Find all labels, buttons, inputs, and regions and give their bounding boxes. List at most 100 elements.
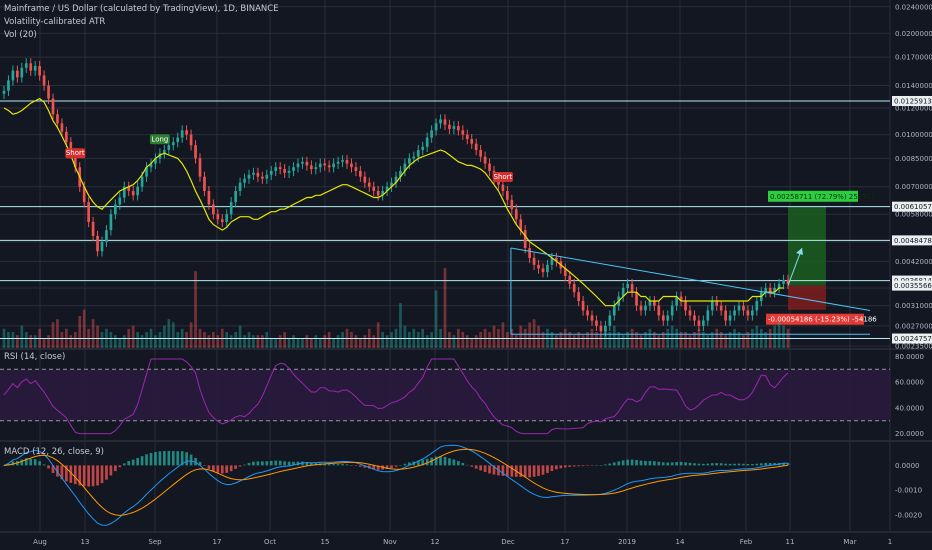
macd-histogram-bar (265, 461, 269, 466)
volume-bar (532, 319, 536, 348)
atr-legend[interactable]: Volatility-calibrated ATR (4, 17, 106, 27)
target-arrow-head (796, 248, 803, 256)
price-label-badge (892, 95, 932, 106)
macd-histogram-bar (434, 456, 438, 466)
candle-body (185, 130, 188, 135)
volume-bar (416, 332, 420, 348)
target-label-badge (768, 190, 858, 202)
macd-histogram-bar (755, 463, 759, 466)
candle-body (590, 315, 594, 321)
candle-body (314, 167, 318, 170)
macd-histogram-bar (247, 462, 251, 466)
volume-bar (109, 332, 113, 348)
volume-bar (403, 325, 407, 348)
candle-body (448, 124, 451, 129)
volume-bar (229, 335, 233, 348)
volume-bar (118, 338, 122, 348)
macd-histogram-bar (492, 465, 496, 475)
signal-short-badge (65, 148, 86, 159)
candle-body (635, 292, 638, 306)
macd-histogram-bar (131, 459, 135, 466)
volume-bar (559, 332, 563, 348)
macd-legend[interactable]: MACD (12, 26, close, 9) (4, 447, 104, 457)
volume-bar (56, 319, 59, 348)
volume-bar (100, 332, 104, 348)
macd-histogram-bar (474, 465, 478, 469)
volume-bar (430, 332, 433, 348)
candle-body (2, 90, 6, 94)
volume-bar (381, 332, 384, 348)
volume-bar (207, 335, 211, 348)
macd-histogram-bar (612, 462, 616, 466)
candle-body (140, 176, 144, 187)
volume-bar (256, 335, 260, 348)
macd-histogram-bar (443, 456, 447, 466)
price-label-badge (892, 201, 932, 212)
price-label-value: 0.00610576 (894, 203, 932, 211)
macd-histogram-bar (82, 465, 86, 487)
candle-body (194, 145, 197, 159)
candle-body (163, 150, 166, 154)
macd-histogram-bar (461, 462, 465, 466)
volume-bar (541, 332, 545, 348)
macd-histogram-bar (127, 461, 131, 466)
volume-bar (670, 325, 674, 348)
symbol-legend[interactable]: Mainframe / US Dollar (calculated by Tra… (4, 4, 279, 14)
candle-body (555, 257, 558, 262)
macd-histogram-bar (332, 464, 335, 466)
price-label-value: 0.01259136 (894, 97, 932, 105)
candle-body (354, 167, 358, 171)
volume-bar (777, 322, 781, 348)
candle-body (661, 315, 665, 321)
candle-body (114, 204, 117, 215)
macd-histogram-bar (501, 465, 505, 476)
candle-body (746, 310, 750, 316)
drawings (510, 247, 871, 335)
volume-bar (621, 335, 625, 348)
macd-histogram-bar (724, 463, 727, 466)
macd-histogram-bar (394, 465, 398, 467)
macd-histogram-bar (452, 459, 456, 466)
price-label-badge (892, 275, 932, 286)
price-label-value: 0.00484788 (894, 237, 932, 245)
macd-histogram-bar (448, 458, 451, 466)
macd-histogram-bar (350, 465, 353, 466)
volume-legend[interactable]: Vol (20) (4, 30, 37, 40)
macd-histogram-bar (203, 465, 206, 466)
macd-tick-label: 0.0000 (895, 462, 920, 470)
volume-bar (550, 332, 554, 348)
candle-body (296, 163, 300, 168)
macd-histogram-bar (479, 465, 482, 471)
volume-bar (568, 332, 572, 348)
macd-histogram-bar (746, 464, 750, 466)
macd-histogram-bar (693, 463, 696, 466)
volume-bar (261, 335, 264, 348)
macd-histogram-bar (87, 465, 90, 487)
candle-body (149, 163, 153, 168)
volume-bar (96, 325, 99, 348)
macd-histogram-bar (69, 465, 73, 483)
volume-bar (595, 332, 598, 348)
macd-histogram-bar (105, 465, 108, 480)
volume-bar (443, 268, 447, 348)
volume-bar (372, 335, 376, 348)
candle-body (742, 305, 745, 311)
candle-body (733, 310, 736, 316)
candle-body (439, 119, 442, 124)
macd-histogram-bar (470, 465, 474, 467)
volume-bar (310, 338, 313, 348)
candle-body (702, 320, 705, 326)
candle-body (73, 153, 77, 168)
rsi-legend[interactable]: RSI (14, close) (4, 352, 66, 362)
time-tick-label: 12 (431, 538, 440, 546)
macd-histogram-bar (465, 464, 469, 466)
candle-body (305, 161, 309, 166)
candle-body (109, 214, 113, 231)
volume-bar (73, 332, 77, 348)
macd-histogram-bar (577, 465, 580, 467)
candle-body (278, 167, 282, 170)
